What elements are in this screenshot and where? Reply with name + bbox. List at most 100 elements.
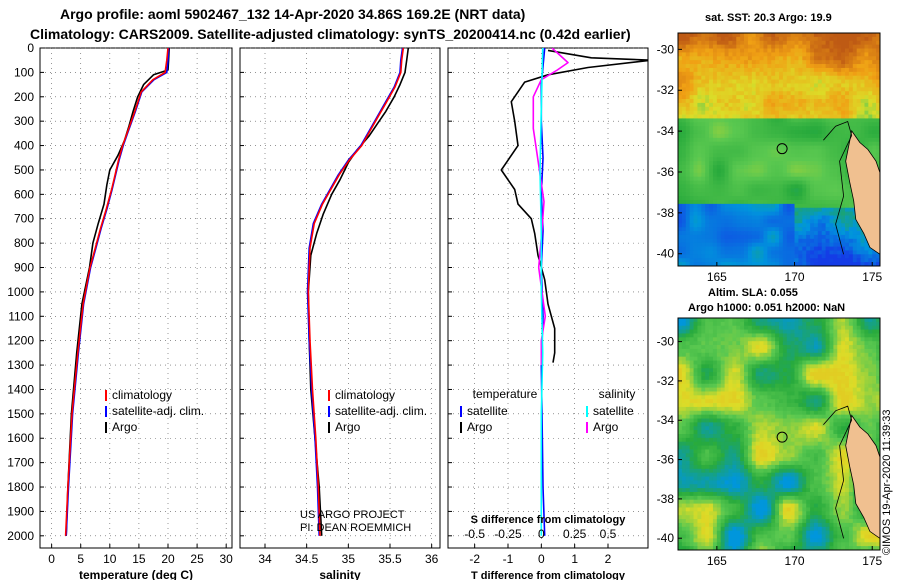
map-y-tick-label: -30 bbox=[657, 335, 675, 349]
x-tick-label: 30 bbox=[220, 552, 234, 566]
y-tick-label: 400 bbox=[14, 139, 34, 153]
bathymetry-contour bbox=[823, 405, 853, 539]
x-tick-label: 35.5 bbox=[378, 552, 402, 566]
s-tick-label: 0.25 bbox=[563, 527, 587, 541]
legend-label: climatology bbox=[112, 388, 172, 402]
sst-map bbox=[677, 32, 881, 267]
x-tick-label: 20 bbox=[161, 552, 175, 566]
x-tick-label: 35 bbox=[342, 552, 356, 566]
series-climatology bbox=[64, 48, 169, 536]
s-legend-1-legend-swatch bbox=[586, 422, 588, 433]
float-position-marker bbox=[776, 431, 788, 443]
series-s-satellite bbox=[539, 48, 544, 536]
legend-title-salinity: salinity bbox=[599, 387, 636, 401]
sla-map-subtitle: Argo h1000: 0.051 h2000: NaN bbox=[688, 302, 846, 314]
y-tick-label: 1400 bbox=[7, 382, 34, 396]
map-x-tick-label: 165 bbox=[707, 554, 727, 568]
legend-label: Argo bbox=[112, 420, 138, 434]
annotation-pi: PI: DEAN ROEMMICH bbox=[300, 522, 411, 534]
y-tick-label: 1000 bbox=[7, 285, 34, 299]
map-x-tick-label: 175 bbox=[862, 554, 882, 568]
land-coastline bbox=[845, 414, 881, 540]
legend-label: Argo bbox=[593, 420, 619, 434]
x-axis-label-secondary: S difference from climatology bbox=[471, 514, 627, 526]
x-axis-label: temperature (deg C) bbox=[79, 568, 193, 580]
series-t-argo bbox=[500, 49, 648, 363]
x-tick-label: 10 bbox=[103, 552, 117, 566]
map-x-tick-label: 170 bbox=[785, 270, 805, 284]
x-tick-label: -2 bbox=[469, 552, 480, 566]
y-tick-label: 1700 bbox=[7, 456, 34, 470]
title-line-1: Argo profile: aoml 5902467_132 14-Apr-20… bbox=[60, 6, 526, 22]
legend-label: satellite-adj. clim. bbox=[112, 404, 204, 418]
map-x-tick-label: 170 bbox=[785, 554, 805, 568]
sla-map-title: Altim. SLA: 0.055 bbox=[708, 287, 798, 299]
map-y-tick-label: -32 bbox=[657, 374, 675, 388]
imos-stamp: ©IMOS 19-Apr-2020 11:39:33 bbox=[881, 409, 893, 555]
series-s-argo bbox=[532, 48, 569, 366]
x-tick-label: 36 bbox=[425, 552, 439, 566]
title-line-2: Climatology: CARS2009. Satellite-adjuste… bbox=[30, 26, 631, 42]
x-axis-label: salinity bbox=[319, 568, 361, 580]
map-y-tick-label: -34 bbox=[657, 124, 675, 138]
map-y-tick-label: -40 bbox=[657, 247, 675, 261]
y-tick-label: 300 bbox=[14, 114, 34, 128]
x-tick-label: 5 bbox=[77, 552, 84, 566]
t-legend-0-legend-swatch bbox=[460, 406, 462, 417]
map-frame bbox=[677, 32, 881, 267]
map-y-tick-label: -32 bbox=[657, 83, 675, 97]
map-y-tick-label: -36 bbox=[657, 165, 675, 179]
series-group bbox=[306, 48, 410, 536]
profile-panel-3 bbox=[447, 47, 649, 549]
legend-label: Argo bbox=[467, 420, 493, 434]
map-x-tick-label: 175 bbox=[862, 270, 882, 284]
y-tick-label: 1100 bbox=[8, 309, 34, 323]
y-tick-label: 600 bbox=[14, 187, 34, 201]
x-tick-label: 1 bbox=[571, 552, 578, 566]
s-tick-label: -0.25 bbox=[494, 527, 522, 541]
map-frame bbox=[677, 317, 881, 551]
land-coastline bbox=[845, 129, 881, 256]
y-tick-label: 900 bbox=[14, 261, 34, 275]
y-tick-label: 700 bbox=[14, 212, 34, 226]
y-tick-label: 2000 bbox=[7, 529, 34, 543]
annotation-project: US ARGO PROJECT bbox=[300, 509, 405, 521]
map-y-tick-label: -38 bbox=[657, 206, 675, 220]
y-tick-label: 200 bbox=[14, 90, 34, 104]
x-tick-label: 0 bbox=[48, 552, 55, 566]
y-tick-label: 1900 bbox=[7, 504, 34, 518]
legend-2-legend-swatch bbox=[328, 422, 330, 433]
y-tick-label: 1300 bbox=[7, 358, 34, 372]
profile-panel-2 bbox=[239, 47, 441, 549]
map-y-tick-label: -30 bbox=[657, 42, 675, 56]
x-axis-label: T difference from climatology bbox=[471, 570, 626, 580]
legend-0-legend-swatch bbox=[105, 390, 107, 401]
legend-label: satellite-adj. clim. bbox=[335, 404, 427, 418]
y-tick-label: 1500 bbox=[7, 407, 34, 421]
s-tick-label: 0 bbox=[538, 527, 545, 541]
y-tick-label: 1200 bbox=[7, 334, 34, 348]
legend-label: satellite bbox=[593, 404, 634, 418]
y-tick-label: 100 bbox=[14, 65, 34, 79]
legend-1-legend-swatch bbox=[105, 406, 107, 417]
series-argo bbox=[65, 48, 170, 536]
x-tick-label: 34.5 bbox=[295, 552, 319, 566]
profile-panel-1 bbox=[39, 47, 233, 549]
y-tick-label: 500 bbox=[14, 163, 34, 177]
legend-0-legend-swatch bbox=[328, 390, 330, 401]
bathymetry-contour bbox=[823, 120, 853, 255]
legend-2-legend-swatch bbox=[105, 422, 107, 433]
legend-label: Argo bbox=[335, 420, 361, 434]
y-tick-label: 1800 bbox=[7, 480, 34, 494]
map-x-tick-label: 165 bbox=[707, 270, 727, 284]
y-tick-label: 0 bbox=[27, 41, 34, 55]
series-satellite-adj-clim- bbox=[65, 48, 170, 536]
legend-label: climatology bbox=[335, 388, 395, 402]
y-tick-label: 1600 bbox=[7, 431, 34, 445]
panel-frame bbox=[239, 47, 441, 549]
panel-frame bbox=[447, 47, 649, 549]
s-legend-0-legend-swatch bbox=[586, 406, 588, 417]
sla-map bbox=[677, 317, 881, 551]
x-tick-label: 2 bbox=[605, 552, 612, 566]
